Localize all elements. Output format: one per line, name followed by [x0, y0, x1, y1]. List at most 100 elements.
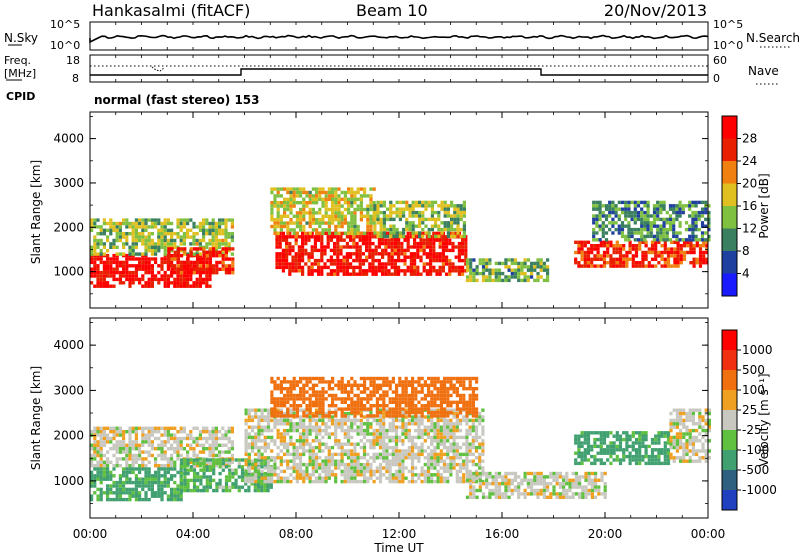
heatmap-cell [118, 457, 122, 461]
heatmap-cell [305, 466, 309, 470]
heatmap-cell [452, 422, 456, 426]
heatmap-cell [311, 201, 315, 205]
heatmap-cell [93, 267, 97, 271]
heatmap-cell [336, 255, 340, 259]
heatmap-cell [595, 231, 599, 235]
heatmap-cell [118, 450, 122, 454]
heatmap-cell [449, 473, 453, 477]
heatmap-cell [539, 275, 543, 279]
heatmap-cell [700, 231, 705, 235]
heatmap-cell [315, 397, 319, 401]
heatmap-cell [643, 238, 647, 242]
heatmap-cell [448, 258, 452, 263]
heatmap-cell [378, 432, 383, 436]
heatmap-cell [276, 218, 280, 222]
heatmap-cell [334, 197, 338, 201]
heatmap-cell [430, 462, 434, 467]
heatmap-cell [295, 469, 299, 474]
heatmap-cell [601, 224, 605, 228]
heatmap-cell [347, 201, 351, 205]
heatmap-cell [441, 238, 445, 242]
heatmap-cell [160, 235, 164, 239]
heatmap-cell [650, 250, 655, 255]
heatmap-cell [443, 204, 447, 208]
heatmap-cell [675, 238, 679, 242]
heatmap-cell [452, 449, 456, 453]
heatmap-cell [352, 245, 356, 249]
heatmap-cell [417, 435, 421, 440]
heatmap-cell [464, 269, 468, 273]
heatmap-cell [276, 400, 280, 404]
heatmap-cell [336, 269, 340, 273]
heatmap-cell [221, 485, 225, 489]
heatmap-cell [376, 210, 380, 215]
heatmap-cell [163, 480, 167, 485]
heatmap-cell [350, 422, 354, 426]
heatmap-cell [411, 200, 415, 205]
heatmap-cell [106, 440, 110, 444]
heatmap-cell [369, 432, 373, 436]
heatmap-cell [93, 430, 97, 434]
heatmap-cell [176, 274, 180, 278]
heatmap-cell [438, 265, 442, 270]
heatmap-cell [458, 422, 463, 426]
heatmap-cell [379, 224, 383, 228]
heatmap-cell [311, 449, 315, 453]
heatmap-cell [125, 270, 129, 275]
heatmap-cell [292, 397, 296, 401]
heatmap-cell [410, 439, 415, 443]
heatmap-cell [337, 397, 341, 401]
heatmap-cell [417, 422, 421, 426]
heatmap-cell [273, 383, 277, 387]
heatmap-cell [302, 418, 306, 423]
heatmap-cell [224, 225, 228, 229]
heatmap-cell [96, 430, 100, 434]
heatmap-cell [465, 452, 469, 457]
heatmap-cell [324, 194, 328, 198]
heatmap-cell [327, 228, 331, 232]
heatmap-cell [384, 241, 388, 246]
heatmap-cell [688, 238, 692, 242]
heatmap-cell [315, 231, 319, 235]
heatmap-cell [397, 245, 401, 249]
heatmap-cell [93, 477, 97, 481]
heatmap-cell [90, 464, 94, 468]
heatmap-cell [173, 487, 177, 492]
heatmap-cell [279, 400, 283, 404]
heatmap-cell [455, 422, 459, 426]
heatmap-cell [393, 248, 397, 253]
heatmap-cell [369, 407, 373, 411]
heatmap-cell [93, 484, 97, 488]
heatmap-cell [295, 456, 299, 460]
heatmap-cell [228, 267, 232, 271]
heatmap-cell [451, 241, 455, 246]
heatmap-cell [517, 265, 521, 269]
heatmap-cell [311, 428, 315, 433]
heatmap-cell [612, 250, 616, 255]
heatmap-cell [439, 456, 443, 460]
heatmap-cell [462, 200, 466, 205]
heatmap-cell [250, 415, 255, 419]
heatmap-cell [247, 488, 251, 493]
heatmap-cell [189, 267, 193, 271]
heatmap-cell [462, 435, 466, 440]
heatmap-cell [362, 445, 367, 450]
heatmap-cell [115, 491, 119, 495]
heatmap-cell [302, 387, 306, 391]
heatmap-cell [273, 187, 277, 191]
heatmap-cell [160, 267, 164, 271]
nave-right-tick-top: 60 [713, 54, 727, 67]
heatmap-cell [692, 261, 696, 265]
heatmap-cell [205, 465, 209, 469]
heatmap-cell [352, 238, 356, 242]
heatmap-cell [308, 194, 312, 198]
heatmap-cell [333, 235, 337, 239]
heatmap-cell [150, 218, 154, 222]
heatmap-cell [99, 467, 103, 471]
heatmap-cell [99, 453, 103, 458]
heatmap-cell [382, 217, 386, 222]
heatmap-cell [102, 270, 106, 275]
heatmap-cell [592, 200, 596, 205]
heatmap-cell [273, 201, 277, 205]
heatmap-cell [183, 475, 187, 479]
